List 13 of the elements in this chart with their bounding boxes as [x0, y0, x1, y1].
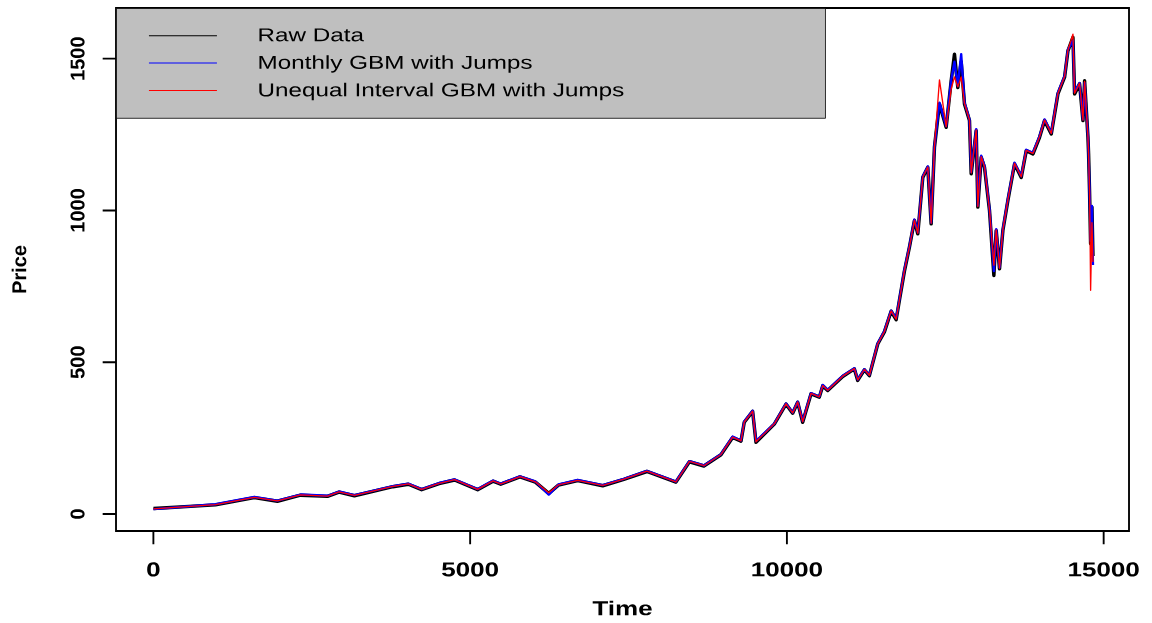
legend-label: Unequal Interval GBM with Jumps — [259, 82, 624, 101]
y-tick-label: 1500 — [70, 37, 85, 80]
x-tick-label: 10000 — [752, 562, 822, 577]
x-tick-label: 15000 — [1069, 562, 1139, 577]
x-axis-title: Time — [592, 600, 652, 616]
legend-label: Raw Data — [259, 28, 364, 42]
y-tick-label: 1000 — [70, 189, 85, 232]
y-axis-title: Price — [11, 245, 27, 293]
legend-label: Monthly GBM with Jumps — [259, 55, 532, 73]
x-tick-label: 0 — [147, 562, 160, 577]
x-tick-label: 5000 — [442, 562, 498, 577]
y-tick-label: 0 — [70, 509, 85, 519]
y-tick-label: 500 — [70, 346, 85, 379]
